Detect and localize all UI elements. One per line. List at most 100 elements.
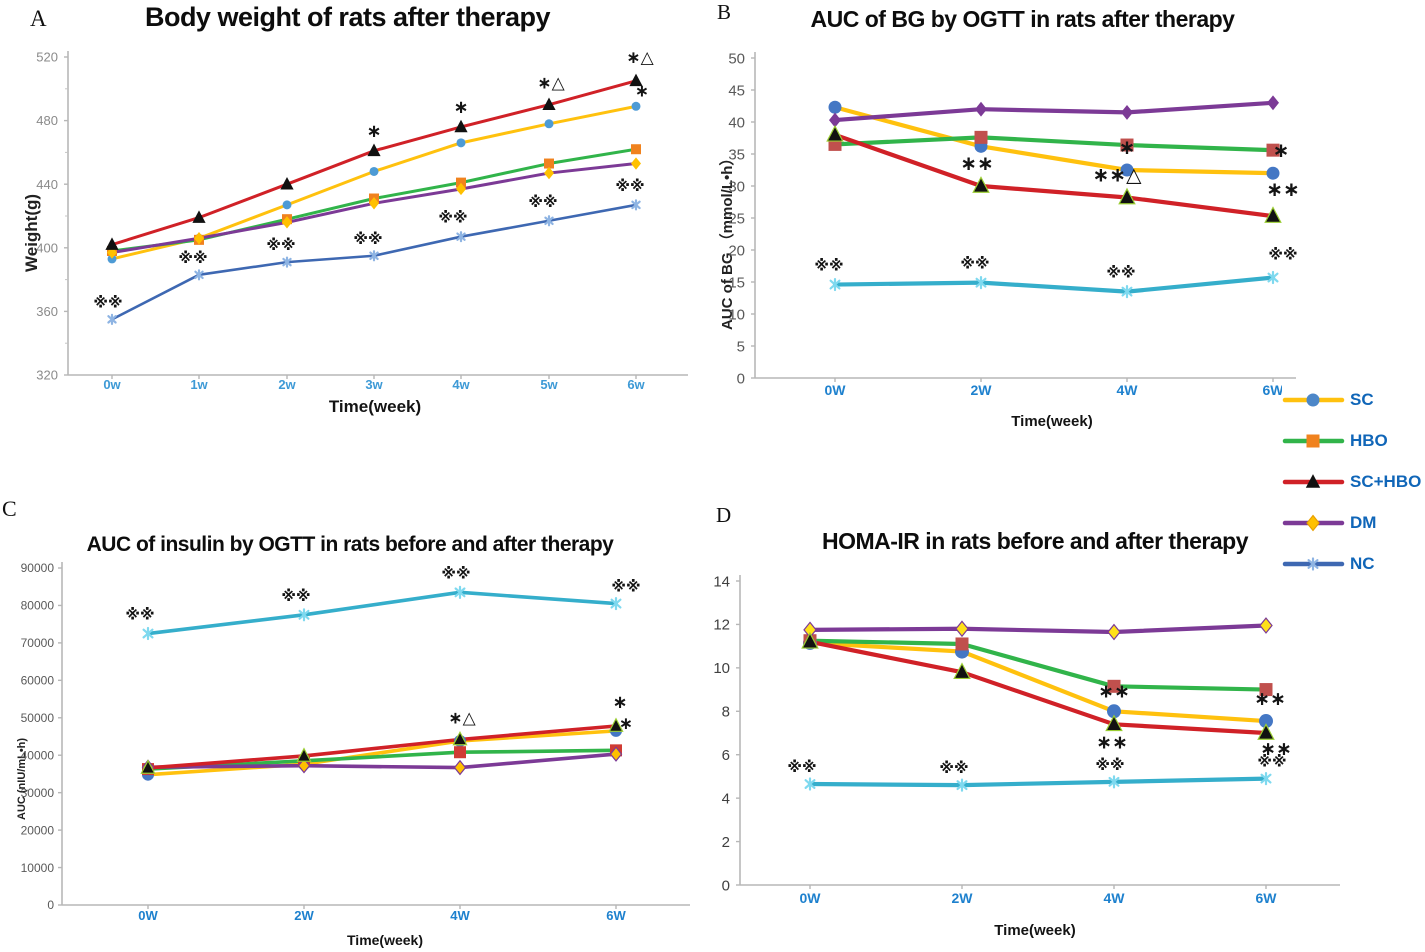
svg-text:※※: ※※ (438, 209, 467, 227)
panel-b-title: AUC of BG by OGTT in rats after therapy (810, 6, 1235, 32)
svg-text:400: 400 (36, 240, 58, 255)
svg-text:※※: ※※ (1095, 756, 1124, 774)
panel-d-xlabel: Time(week) (994, 922, 1076, 939)
svg-text:10: 10 (713, 660, 730, 677)
svg-text:360: 360 (36, 304, 58, 319)
svg-text:10: 10 (728, 306, 745, 323)
svg-text:4W: 4W (450, 908, 470, 923)
svg-text:∗∗: ∗∗ (1098, 680, 1130, 702)
svg-text:40000: 40000 (21, 748, 55, 762)
svg-text:※※: ※※ (814, 257, 843, 275)
svg-text:20000: 20000 (21, 823, 55, 837)
legend-label-nc: NC (1350, 554, 1375, 573)
svg-text:6: 6 (722, 747, 730, 764)
svg-text:∗∗: ∗∗ (1096, 731, 1128, 753)
legend-row-dm: DM (1282, 513, 1425, 533)
svg-text:※※: ※※ (93, 293, 122, 311)
svg-text:0: 0 (722, 877, 730, 894)
svg-text:∗: ∗ (612, 692, 627, 713)
panel-d-letter: D (716, 503, 732, 527)
svg-text:∗: ∗ (366, 121, 381, 142)
svg-text:※※: ※※ (178, 249, 207, 267)
dm-marker-icon (1282, 514, 1345, 532)
svg-text:※※: ※※ (266, 236, 295, 254)
svg-text:40: 40 (728, 114, 745, 131)
svg-text:∗∗: ∗∗ (960, 151, 994, 175)
svg-text:2W: 2W (294, 908, 314, 923)
svg-text:5: 5 (737, 338, 745, 355)
svg-text:※※: ※※ (787, 758, 816, 776)
svg-text:2w: 2w (278, 377, 296, 392)
svg-text:0W: 0W (138, 908, 158, 923)
svg-text:50000: 50000 (21, 711, 55, 725)
svg-text:480: 480 (36, 113, 58, 128)
svg-text:4w: 4w (452, 377, 470, 392)
legend-label-sc-hbo: SC+HBO (1350, 472, 1422, 491)
svg-text:30: 30 (728, 178, 745, 195)
legend-row-sc-hbo: SC+HBO (1282, 472, 1425, 492)
panel-b-letter: B (717, 0, 732, 24)
svg-text:14: 14 (713, 573, 730, 590)
panel-d-title: HOMA-IR in rats before and after therapy (821, 528, 1249, 554)
svg-text:※※: ※※ (611, 578, 640, 596)
svg-text:∗△: ∗△ (448, 708, 476, 728)
panel-a-xlabel: Time(week) (328, 397, 422, 416)
svg-text:※※: ※※ (528, 193, 557, 211)
legend-row-hbo: HBO (1282, 431, 1425, 451)
svg-text:※※: ※※ (939, 759, 968, 777)
svg-text:440: 440 (36, 177, 58, 192)
svg-text:※※: ※※ (1257, 753, 1286, 771)
svg-text:20: 20 (728, 242, 745, 259)
svg-text:∗△: ∗△ (537, 74, 565, 94)
svg-text:∗: ∗ (619, 714, 633, 734)
svg-text:10000: 10000 (21, 861, 55, 875)
svg-text:※※: ※※ (125, 606, 154, 624)
svg-text:0W: 0W (825, 382, 847, 398)
svg-text:6W: 6W (1263, 382, 1285, 398)
svg-text:※※: ※※ (441, 564, 470, 582)
svg-text:∗∗: ∗∗ (1266, 177, 1300, 201)
hbo-marker-icon (1282, 434, 1345, 448)
sc-hbo-marker-icon (1282, 474, 1345, 488)
svg-text:80000: 80000 (21, 599, 55, 613)
legend-label-hbo: HBO (1350, 431, 1388, 450)
svg-text:3w: 3w (365, 377, 383, 392)
svg-text:※※: ※※ (353, 230, 382, 248)
svg-text:∗: ∗ (635, 81, 649, 101)
svg-text:4W: 4W (1117, 382, 1139, 398)
legend-label-sc: SC (1350, 390, 1374, 409)
svg-text:※※: ※※ (615, 177, 644, 195)
sc-marker-icon (1282, 393, 1345, 407)
svg-text:0: 0 (737, 370, 745, 387)
svg-text:4: 4 (722, 790, 730, 807)
panel-c-letter: C (2, 496, 17, 521)
svg-text:60000: 60000 (21, 674, 55, 688)
svg-text:※※: ※※ (960, 255, 989, 273)
svg-text:25: 25 (728, 210, 745, 227)
svg-text:※※: ※※ (1268, 246, 1297, 264)
svg-text:∗: ∗ (1273, 138, 1290, 162)
svg-text:12: 12 (713, 617, 730, 634)
svg-text:∗∗: ∗∗ (1254, 688, 1286, 710)
svg-text:0: 0 (47, 898, 54, 912)
legend-row-nc: NC (1282, 554, 1425, 574)
svg-text:15: 15 (728, 274, 745, 291)
panel-c-plot: 0 10000 20000 30000 40000 50000 60000 70000 8000… (21, 561, 690, 923)
panel-a-plot: 320 360 400 440 480 520 0w 1w 2w 3w 4w 5w 6w ※※ ※※ ※※ ※※… (36, 48, 688, 392)
nc-marker-icon (1282, 557, 1345, 571)
svg-text:5w: 5w (540, 377, 558, 392)
panel-c-xlabel: Time(week) (347, 932, 423, 948)
svg-text:50: 50 (728, 50, 745, 67)
svg-text:∗△: ∗△ (626, 48, 654, 68)
svg-text:90000: 90000 (21, 561, 55, 575)
chart-legend: SC HBO SC+HBO DM NC (1282, 384, 1425, 580)
svg-text:8: 8 (722, 704, 730, 721)
panel-a-title: Body weight of rats after therapy (144, 2, 551, 32)
svg-text:2W: 2W (971, 382, 993, 398)
svg-text:6W: 6W (1256, 890, 1278, 906)
svg-text:∗: ∗ (1119, 135, 1136, 159)
svg-text:4W: 4W (1104, 890, 1126, 906)
